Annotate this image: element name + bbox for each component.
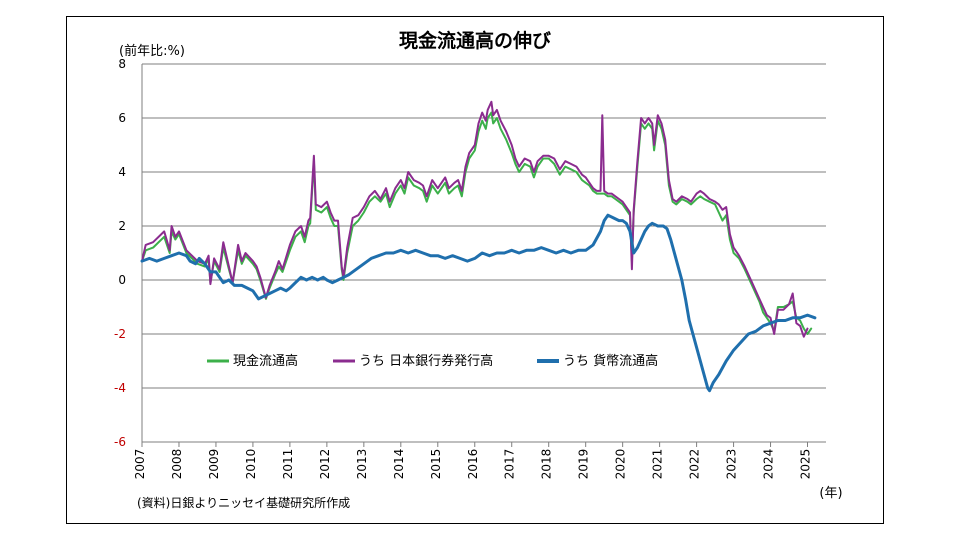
series-line-2 [141,100,809,338]
chart-title: 現金流通高の伸び [399,29,551,52]
x-tick-label: 2017 [503,449,517,480]
legend-entry-label: 現金流通高 [233,353,298,369]
x-tick-label: 2016 [466,449,480,480]
x-tick-label: 2007 [133,449,147,480]
x-axis-unit-label: (年) [819,486,842,501]
x-tick-label: 2020 [614,449,628,480]
grid-lines [141,63,826,443]
y-tick-label: -6 [114,435,126,449]
x-tick-label: 2018 [540,449,554,480]
x-tick-label: 2012 [318,449,332,480]
chart-frame: 現金流通高の伸び (前年比:%) 8 6 4 2 0 -2 -4 -6 2007 2008 200… [66,16,884,524]
series-line-3 [140,213,817,393]
series-line-1 [141,111,813,335]
x-tick-label: 2013 [355,449,369,480]
y-tick-label: -2 [114,327,126,341]
x-axis-ticks: 2007 2008 2009 2010 2011 2012 2013 2014 2015 2016… [133,442,813,479]
source-note: (資料)日銀よりニッセイ基礎研究所作成 [137,495,350,510]
y-tick-label: 2 [118,219,126,233]
x-tick-label: 2009 [207,449,221,480]
x-tick-label: 2023 [725,449,739,480]
y-tick-label: -4 [114,381,126,395]
y-tick-label: 6 [118,111,126,125]
y-tick-label: 0 [118,273,126,287]
y-tick-label: 4 [118,165,126,179]
x-tick-label: 2015 [429,449,443,480]
x-tick-label: 2019 [577,449,591,480]
legend-entry-label: うち 貨幣流通高 [563,353,658,369]
legend-entry-label: うち 日本銀行券発行高 [359,353,493,369]
y-tick-label: 8 [118,57,126,71]
x-tick-label: 2024 [762,449,776,480]
x-tick-label: 2008 [170,449,184,480]
x-tick-label: 2021 [651,449,665,480]
x-tick-label: 2025 [799,449,813,480]
legend: 現金流通高 うち 日本銀行券発行高 うち 貨幣流通高 [207,353,658,369]
x-tick-label: 2010 [244,449,258,480]
y-axis-unit-label: (前年比:%) [119,43,185,59]
x-tick-label: 2022 [688,449,702,480]
y-axis-ticks: 8 6 4 2 0 -2 -4 -6 [114,57,126,449]
x-tick-label: 2011 [281,449,295,480]
series-lines [140,100,817,393]
x-tick-label: 2014 [392,449,406,480]
